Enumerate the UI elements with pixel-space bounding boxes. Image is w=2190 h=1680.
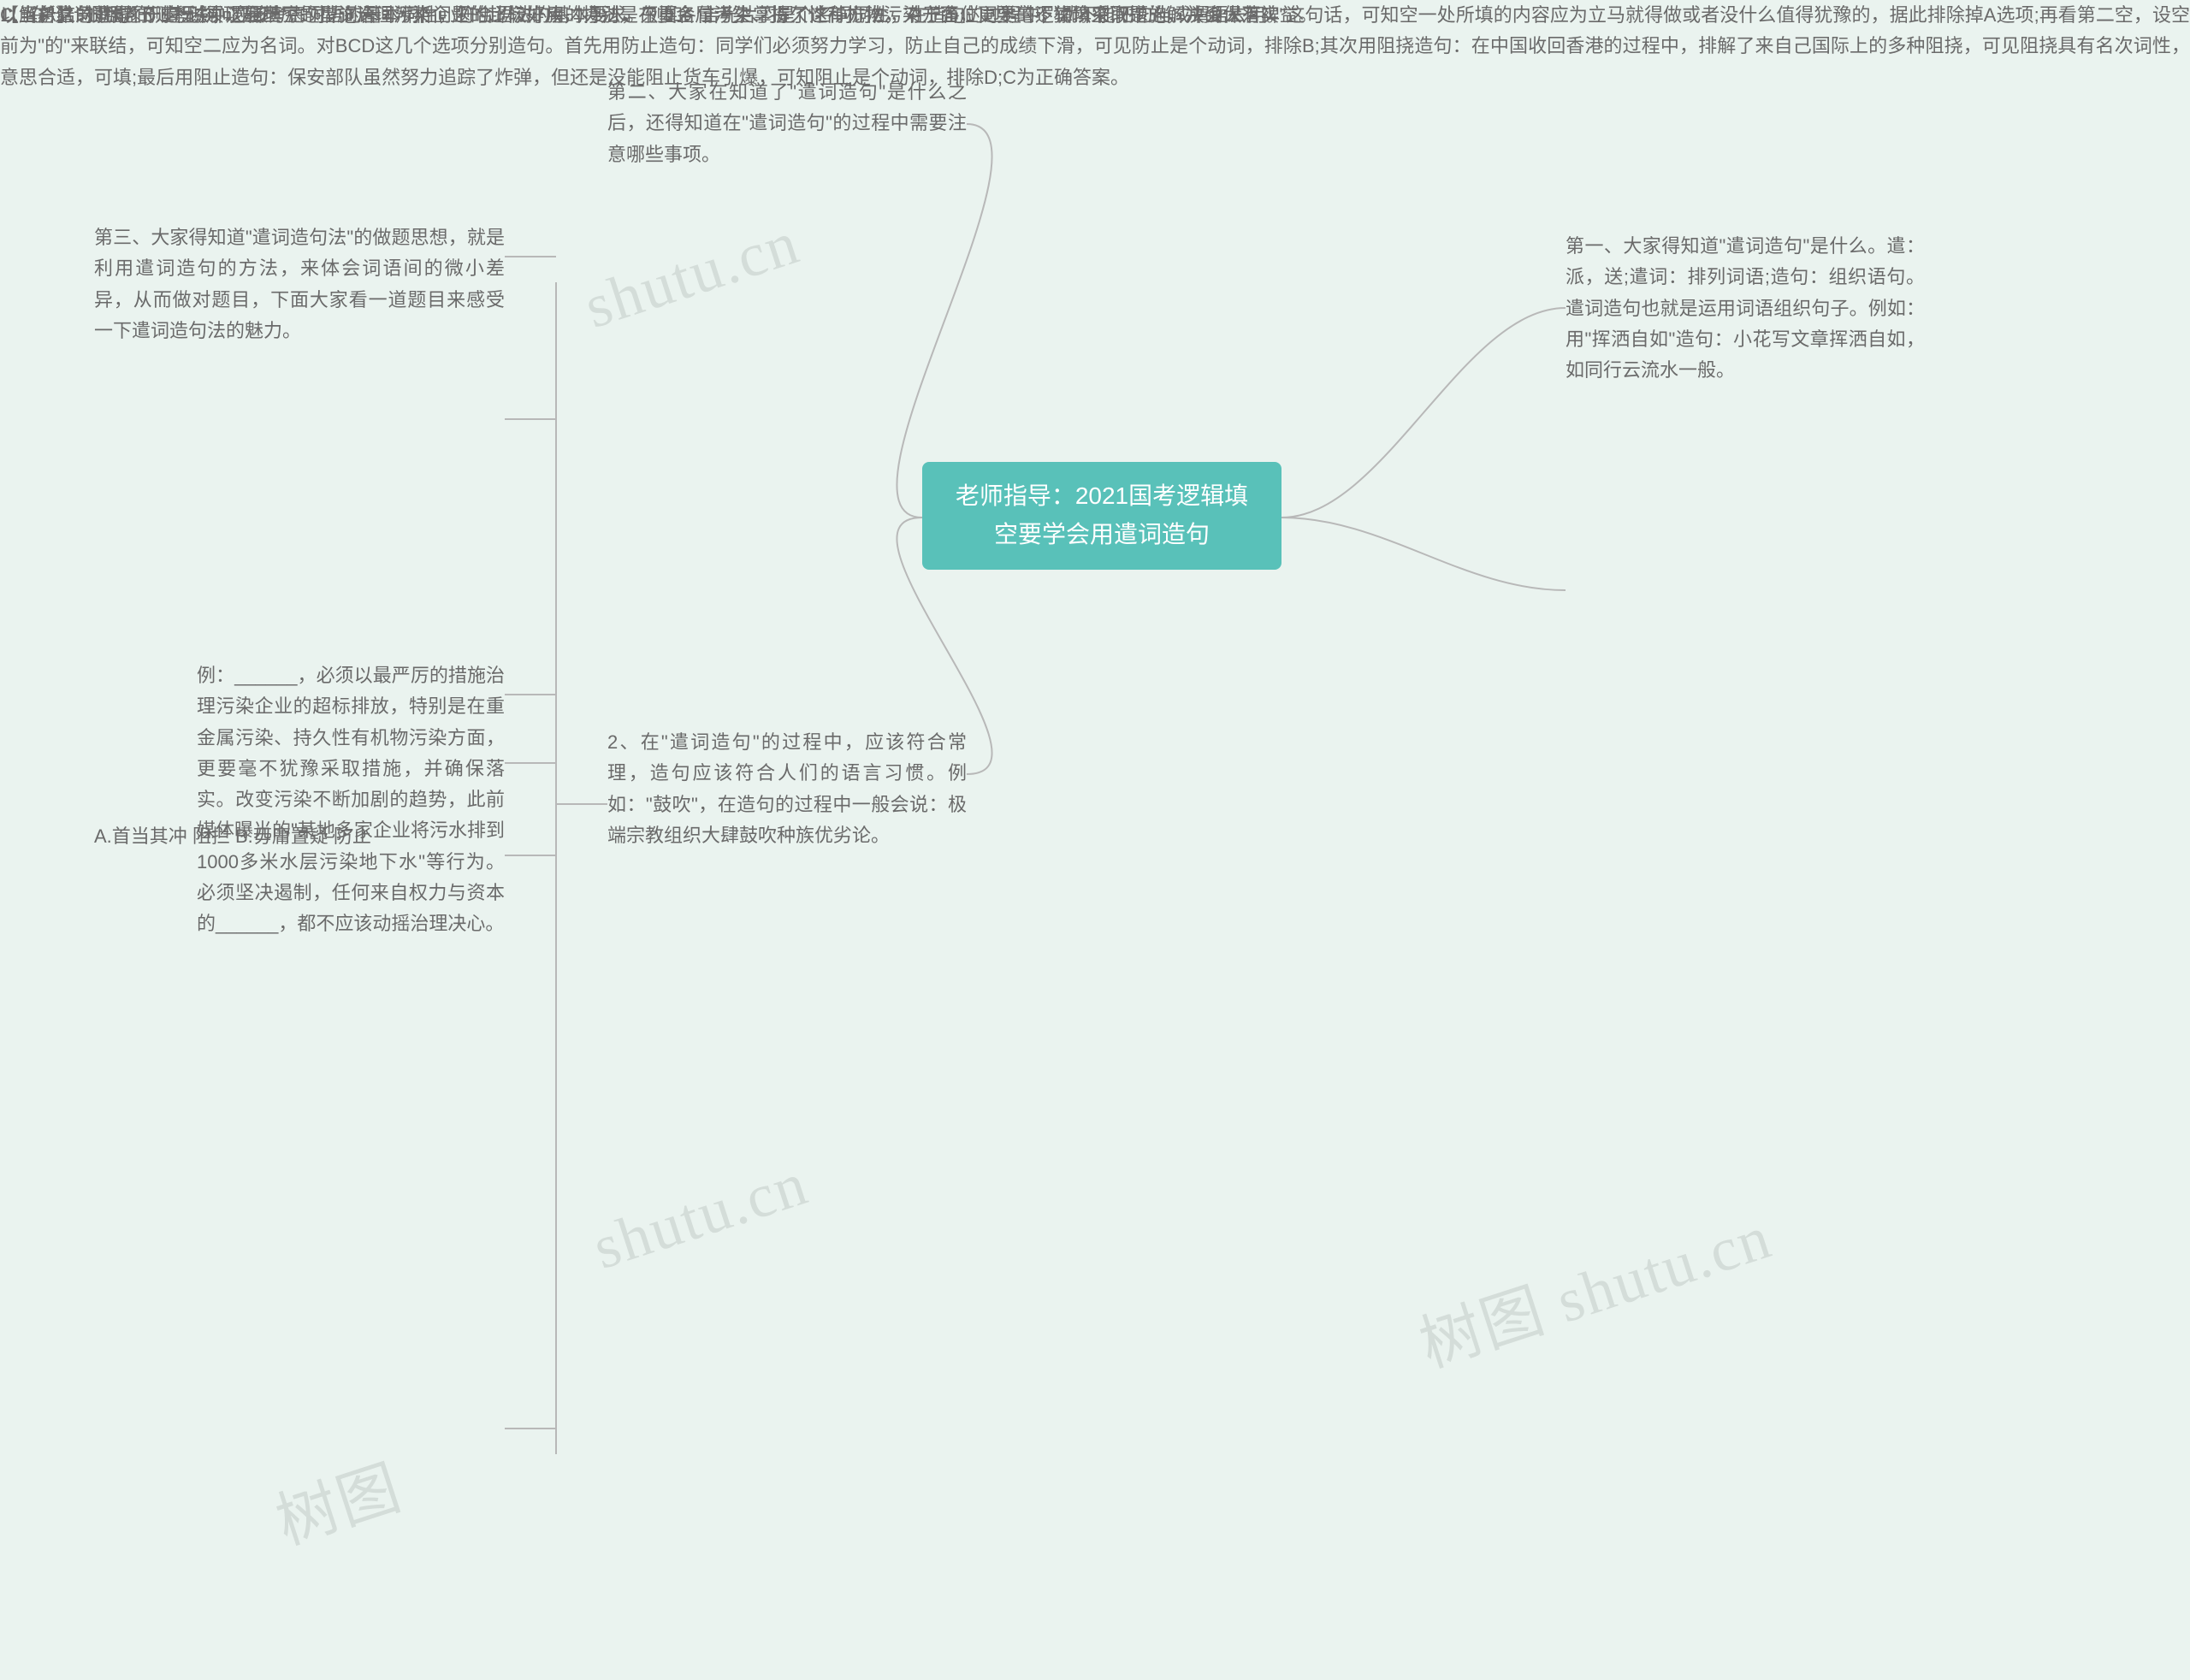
node-ll-2-text: 例：______，必须以最严厉的措施治理污染企业的超标排放，特别是在重金属污染、… xyxy=(197,665,505,934)
node-right-1-text: 第一、大家得知道"遣词造句"是什么。遣：派，送;遣词：排列词语;造句：组织语句。… xyxy=(1566,235,1925,381)
node-left-top-text: 第二、大家在知道了"遣词造句"是什么之后，还得知道在"遣词造句"的过程中需要注意… xyxy=(607,81,967,165)
watermark-1: shutu.cn xyxy=(576,207,808,343)
center-text: 老师指导：2021国考逻辑填空要学会用遣词造句 xyxy=(956,482,1248,547)
watermark-2: 树图 shutu.cn xyxy=(1406,1186,1781,1384)
node-ll-6-text: 以上总结的就是行测考试中逻辑填空题型词语间辨析问题的比较好用的办法，只要各位考生… xyxy=(0,4,1317,26)
watermark-3: 树图 xyxy=(263,1437,411,1562)
node-ll-1-text: 第三、大家得知道"遣词造句法"的做题思想，就是利用遣词造句的方法，来体会词语间的… xyxy=(94,227,505,341)
node-right-1: 第一、大家得知道"遣词造句"是什么。遣：派，送;遣词：排列词语;造句：组织语句。… xyxy=(1566,231,1925,386)
node-left-mid: 2、在"遣词造句"的过程中，应该符合常理，造句应该符合人们的语言习惯。例如："鼓… xyxy=(607,727,967,851)
node-ll-2: 例：______，必须以最严厉的措施治理污染企业的超标排放，特别是在重金属污染、… xyxy=(197,660,505,940)
node-ll-1: 第三、大家得知道"遣词造句法"的做题思想，就是利用遣词造句的方法，来体会词语间的… xyxy=(94,222,505,346)
node-left-mid-text: 2、在"遣词造句"的过程中，应该符合常理，造句应该符合人们的语言习惯。例如："鼓… xyxy=(607,731,967,846)
node-ll-6: 以上总结的就是行测考试中逻辑填空题型词语间辨析问题的比较好用的办法，只要各位考生… xyxy=(0,0,1317,31)
watermark-4: shutu.cn xyxy=(584,1148,816,1284)
node-ll-3: A.首当其冲 阻拦 B.毋庸置疑 防止 xyxy=(94,821,505,852)
mindmap-center: 老师指导：2021国考逻辑填空要学会用遣词造句 xyxy=(922,462,1281,570)
node-ll-3-text: A.首当其冲 阻拦 B.毋庸置疑 防止 xyxy=(94,825,371,847)
